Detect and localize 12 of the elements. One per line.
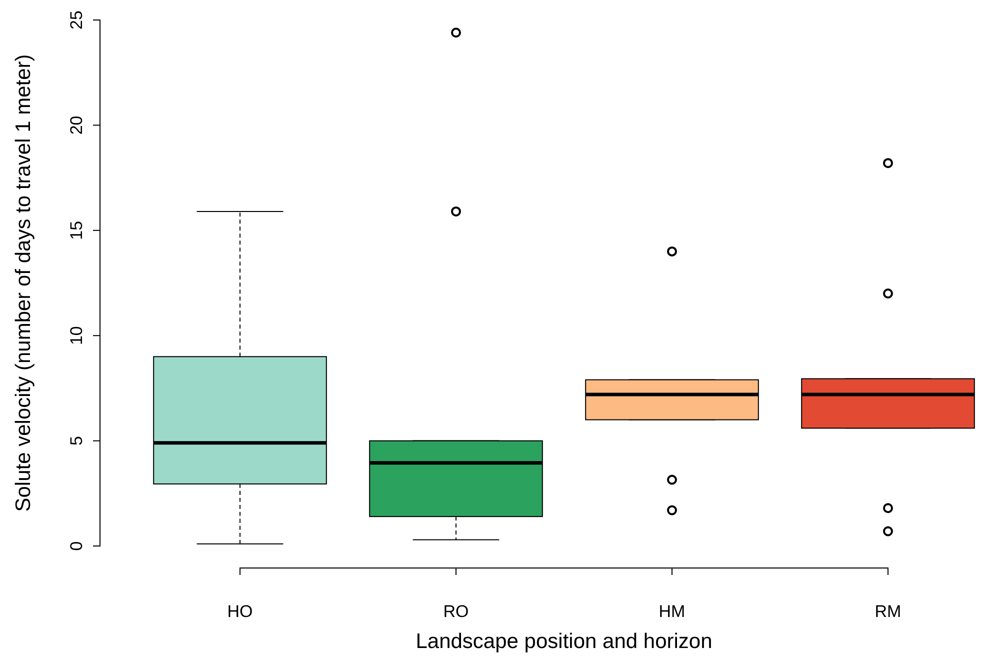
x-tick-label: HO: [227, 602, 253, 622]
x-tick-label: HM: [658, 602, 686, 622]
y-tick-label: 20: [67, 116, 86, 135]
y-tick-label: 0: [67, 541, 86, 551]
x-tick-label: RM: [874, 602, 902, 622]
y-axis-title: Solute velocity (number of days to travel 1 meter): [12, 54, 35, 512]
y-tick-label: 10: [67, 326, 86, 346]
y-tick-label: 5: [67, 436, 86, 446]
x-axis-title: Landscape position and horizon: [416, 630, 712, 653]
y-tick-label: 15: [67, 220, 86, 240]
x-tick-label: RO: [443, 602, 469, 622]
y-tick-label: 25: [67, 10, 86, 30]
